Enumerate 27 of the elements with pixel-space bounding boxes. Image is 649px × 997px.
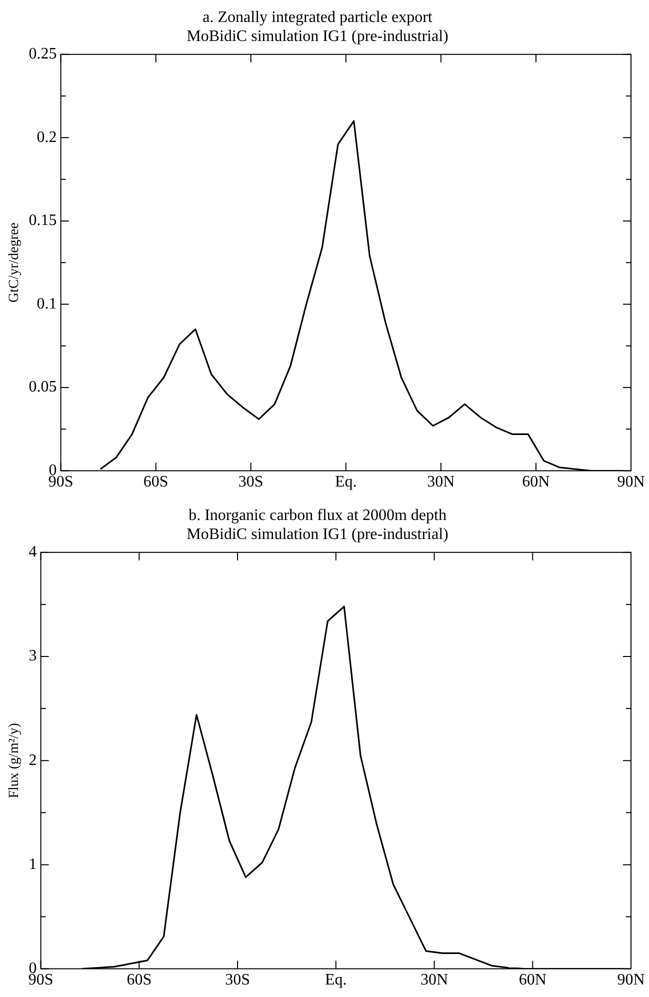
x-tick-label: Eq. xyxy=(335,474,357,491)
y-tick-label: 1 xyxy=(28,856,37,873)
x-tick-label: 30N xyxy=(420,972,448,989)
x-tick-label: 60N xyxy=(518,972,547,989)
y-tick-label: 3 xyxy=(28,648,37,665)
y-tick-label: 2 xyxy=(28,752,37,769)
x-tick-label: 60S xyxy=(143,474,168,491)
x-tick-label: 30S xyxy=(238,474,264,491)
y-tick-label: 0.1 xyxy=(36,295,57,312)
chart-subtitle: MoBidiC simulation IG1 (pre-industrial) xyxy=(186,28,448,46)
y-tick-label: 0.2 xyxy=(36,128,57,146)
x-tick-label: 60S xyxy=(126,972,152,989)
y-tick-label: 4 xyxy=(28,544,37,561)
x-tick-label: 30S xyxy=(225,972,250,989)
x-tick-label: 90N xyxy=(617,972,646,989)
y-axis-title: Flux (g/m²/y) xyxy=(7,722,22,798)
y-axis-title: GtC/yr/degree xyxy=(7,222,22,303)
chart-title: b. Inorganic carbon flux at 2000m depth xyxy=(188,506,446,524)
y-tick-label: 0.25 xyxy=(28,46,57,63)
x-tick-label: 30N xyxy=(427,474,456,491)
x-tick-label: 60N xyxy=(522,474,550,491)
chart-title: a. Zonally integrated particle export xyxy=(202,8,433,26)
x-tick-label: 90N xyxy=(617,474,646,491)
chart-subtitle: MoBidiC simulation IG1 (pre-industrial) xyxy=(186,526,448,544)
y-tick-label: 0.05 xyxy=(28,378,57,396)
x-tick-label: Eq. xyxy=(325,972,347,989)
y-tick-label: 0.15 xyxy=(28,212,57,230)
